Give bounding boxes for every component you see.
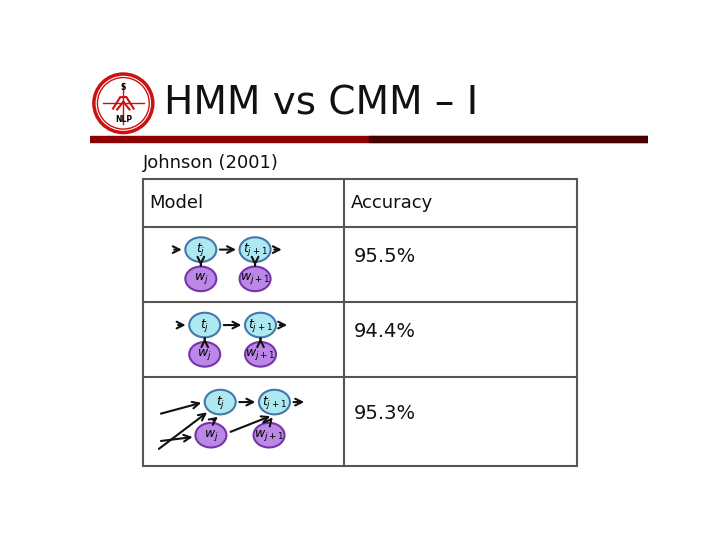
Ellipse shape xyxy=(204,390,235,414)
Ellipse shape xyxy=(259,390,290,414)
Text: Accuracy: Accuracy xyxy=(351,194,433,212)
Text: Johnson (2001): Johnson (2001) xyxy=(143,154,279,172)
Bar xyxy=(143,179,577,466)
Text: $w_j$: $w_j$ xyxy=(204,428,218,443)
Text: $t_{j+1}$: $t_{j+1}$ xyxy=(262,394,287,410)
Ellipse shape xyxy=(240,267,271,291)
Text: HMM vs CMM – I: HMM vs CMM – I xyxy=(163,84,478,122)
Text: $w_j$: $w_j$ xyxy=(194,272,208,286)
Ellipse shape xyxy=(189,342,220,367)
Bar xyxy=(90,136,648,142)
Text: $t_{j+1}$: $t_{j+1}$ xyxy=(248,316,273,334)
Text: $t_{j+1}$: $t_{j+1}$ xyxy=(243,241,267,258)
Ellipse shape xyxy=(185,267,216,291)
Text: 95.3%: 95.3% xyxy=(354,404,415,423)
Text: $w_{j+1}$: $w_{j+1}$ xyxy=(246,347,276,362)
Text: $w_j$: $w_j$ xyxy=(197,347,212,362)
Ellipse shape xyxy=(245,313,276,338)
Ellipse shape xyxy=(245,342,276,367)
Circle shape xyxy=(97,78,149,129)
Text: NLP: NLP xyxy=(114,115,132,124)
Ellipse shape xyxy=(195,423,226,448)
Text: $t_j$: $t_j$ xyxy=(215,394,225,410)
Text: 94.4%: 94.4% xyxy=(354,322,415,341)
Ellipse shape xyxy=(240,237,271,262)
Circle shape xyxy=(94,74,153,132)
Bar xyxy=(369,136,648,142)
Ellipse shape xyxy=(189,313,220,338)
Text: $w_{j+1}$: $w_{j+1}$ xyxy=(240,272,270,286)
Text: $t_j$: $t_j$ xyxy=(200,316,210,334)
Ellipse shape xyxy=(253,423,284,448)
Ellipse shape xyxy=(185,237,216,262)
Text: 95.5%: 95.5% xyxy=(354,247,415,266)
Text: $t_j$: $t_j$ xyxy=(196,241,205,258)
Text: Model: Model xyxy=(149,194,203,212)
Text: $w_{j+1}$: $w_{j+1}$ xyxy=(254,428,284,443)
Text: S: S xyxy=(121,83,126,92)
